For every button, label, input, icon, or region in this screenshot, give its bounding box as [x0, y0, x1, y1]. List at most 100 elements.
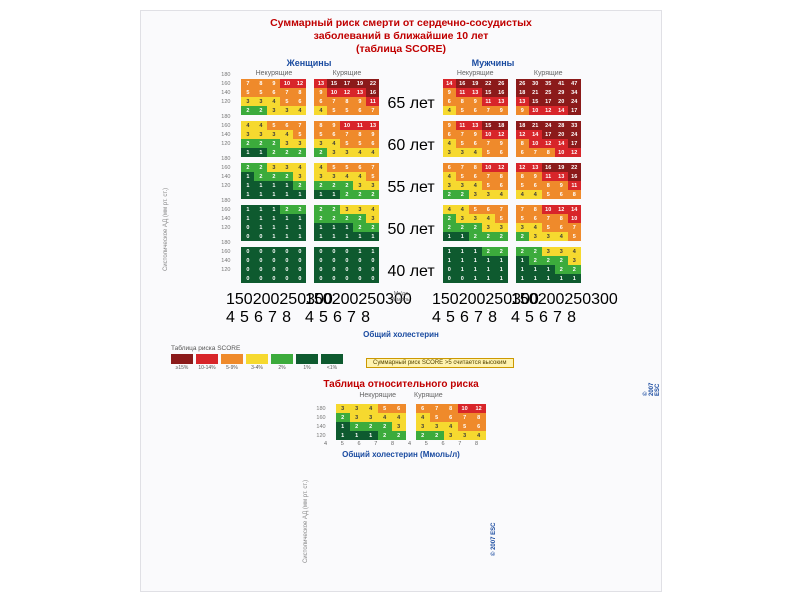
- risk-cell: 0: [293, 247, 306, 256]
- risk-cell: 1: [327, 232, 340, 241]
- risk-cell: 7: [482, 172, 495, 181]
- risk-cell: 10: [542, 205, 555, 214]
- risk-cell: 1: [350, 431, 364, 440]
- risk-cell: 3: [443, 181, 456, 190]
- col-label: Курящие: [333, 70, 362, 77]
- risk-cell: 4: [456, 205, 469, 214]
- risk-cell: 4: [516, 190, 529, 199]
- risk-cell: 2: [280, 148, 293, 157]
- risk-cell: 10: [555, 148, 568, 157]
- legend-swatch: 5-9%: [221, 354, 243, 371]
- risk-cell: 13: [366, 121, 379, 130]
- women_nonsmoke-age2: 22334122231111211111: [241, 163, 306, 199]
- risk-cell: 24: [542, 121, 555, 130]
- col-label: Некурящие: [256, 70, 293, 77]
- risk-cell: 1: [267, 232, 280, 241]
- risk-cell: 8: [340, 97, 353, 106]
- age-label: 50 лет: [387, 212, 434, 248]
- risk-cell: 2: [416, 431, 430, 440]
- risk-cell: 2: [340, 214, 353, 223]
- risk-cell: 2: [314, 148, 327, 157]
- risk-cell: 3: [469, 190, 482, 199]
- risk-cell: 19: [353, 79, 366, 88]
- risk-cell: 15: [327, 79, 340, 88]
- risk-cell: 14: [568, 205, 581, 214]
- risk-cell: 6: [469, 106, 482, 115]
- risk-cell: 13: [555, 172, 568, 181]
- risk-cell: 6: [555, 223, 568, 232]
- age-label: 40 лет: [387, 254, 434, 290]
- risk-cell: 2: [364, 422, 378, 431]
- risk-cell: 4: [443, 139, 456, 148]
- risk-cell: 0: [366, 274, 379, 283]
- risk-cell: 1: [280, 181, 293, 190]
- risk-cell: 7: [542, 214, 555, 223]
- risk-cell: 24: [568, 130, 581, 139]
- risk-cell: 6: [469, 139, 482, 148]
- risk-cell: 29: [555, 88, 568, 97]
- women_nonsmoke-age4: 00000000000000000000: [241, 247, 306, 283]
- risk-cell: 0: [366, 256, 379, 265]
- risk-cell: 0: [340, 256, 353, 265]
- risk-cell: 1: [482, 274, 495, 283]
- risk-cell: 7: [293, 121, 306, 130]
- risk-cell: 22: [482, 79, 495, 88]
- risk-cell: 6: [392, 404, 406, 413]
- risk-cell: 13: [495, 97, 508, 106]
- risk-cell: 7: [280, 88, 293, 97]
- risk-cell: 6: [280, 121, 293, 130]
- risk-cell: 10: [340, 121, 353, 130]
- risk-cell: 16: [456, 79, 469, 88]
- risk-cell: 12: [495, 163, 508, 172]
- risk-cell: 2: [280, 172, 293, 181]
- risk-cell: 1: [241, 181, 254, 190]
- risk-cell: 7: [516, 205, 529, 214]
- risk-cell: 26: [495, 79, 508, 88]
- risk-cell: 6: [555, 190, 568, 199]
- risk-cell: 2: [443, 214, 456, 223]
- risk-cell: 18: [516, 88, 529, 97]
- risk-cell: 5: [366, 172, 379, 181]
- men_nonsmoke-age4: 11122111110111100111: [443, 247, 508, 283]
- risk-cell: 5: [495, 214, 508, 223]
- risk-cell: 0: [327, 274, 340, 283]
- risk-cell: 9: [469, 130, 482, 139]
- risk-cell: 3: [353, 181, 366, 190]
- risk-cell: 6: [469, 172, 482, 181]
- risk-cell: 5: [542, 190, 555, 199]
- risk-cell: 1: [336, 422, 350, 431]
- risk-cell: 3: [314, 139, 327, 148]
- risk-cell: 5: [267, 121, 280, 130]
- risk-cell: 15: [482, 88, 495, 97]
- risk-cell: 4: [314, 106, 327, 115]
- risk-cell: 1: [314, 232, 327, 241]
- risk-cell: 30: [529, 79, 542, 88]
- risk-cell: 0: [241, 256, 254, 265]
- risk-cell: 2: [568, 265, 581, 274]
- risk-cell: 0: [340, 274, 353, 283]
- risk-cell: 3: [456, 214, 469, 223]
- risk-cell: 5: [469, 205, 482, 214]
- risk-cell: 10: [529, 139, 542, 148]
- risk-cell: 1: [364, 431, 378, 440]
- risk-cell: 5: [378, 404, 392, 413]
- risk-cell: 4: [364, 404, 378, 413]
- risk-cell: 2: [542, 256, 555, 265]
- risk-cell: 0: [293, 256, 306, 265]
- risk-cell: 1: [267, 190, 280, 199]
- risk-cell: 1: [267, 181, 280, 190]
- risk-cell: 0: [241, 274, 254, 283]
- risk-cell: 1: [241, 172, 254, 181]
- risk-cell: 0: [327, 265, 340, 274]
- risk-cell: 2: [353, 190, 366, 199]
- risk-cell: 2: [254, 163, 267, 172]
- risk-cell: 0: [293, 265, 306, 274]
- risk-cell: 2: [529, 247, 542, 256]
- risk-cell: 3: [366, 181, 379, 190]
- risk-cell: 17: [568, 139, 581, 148]
- legend-swatch: 1%: [296, 354, 318, 371]
- risk-cell: 9: [529, 172, 542, 181]
- risk-cell: 3: [293, 139, 306, 148]
- risk-cell: 6: [443, 163, 456, 172]
- risk-cell: 0: [314, 274, 327, 283]
